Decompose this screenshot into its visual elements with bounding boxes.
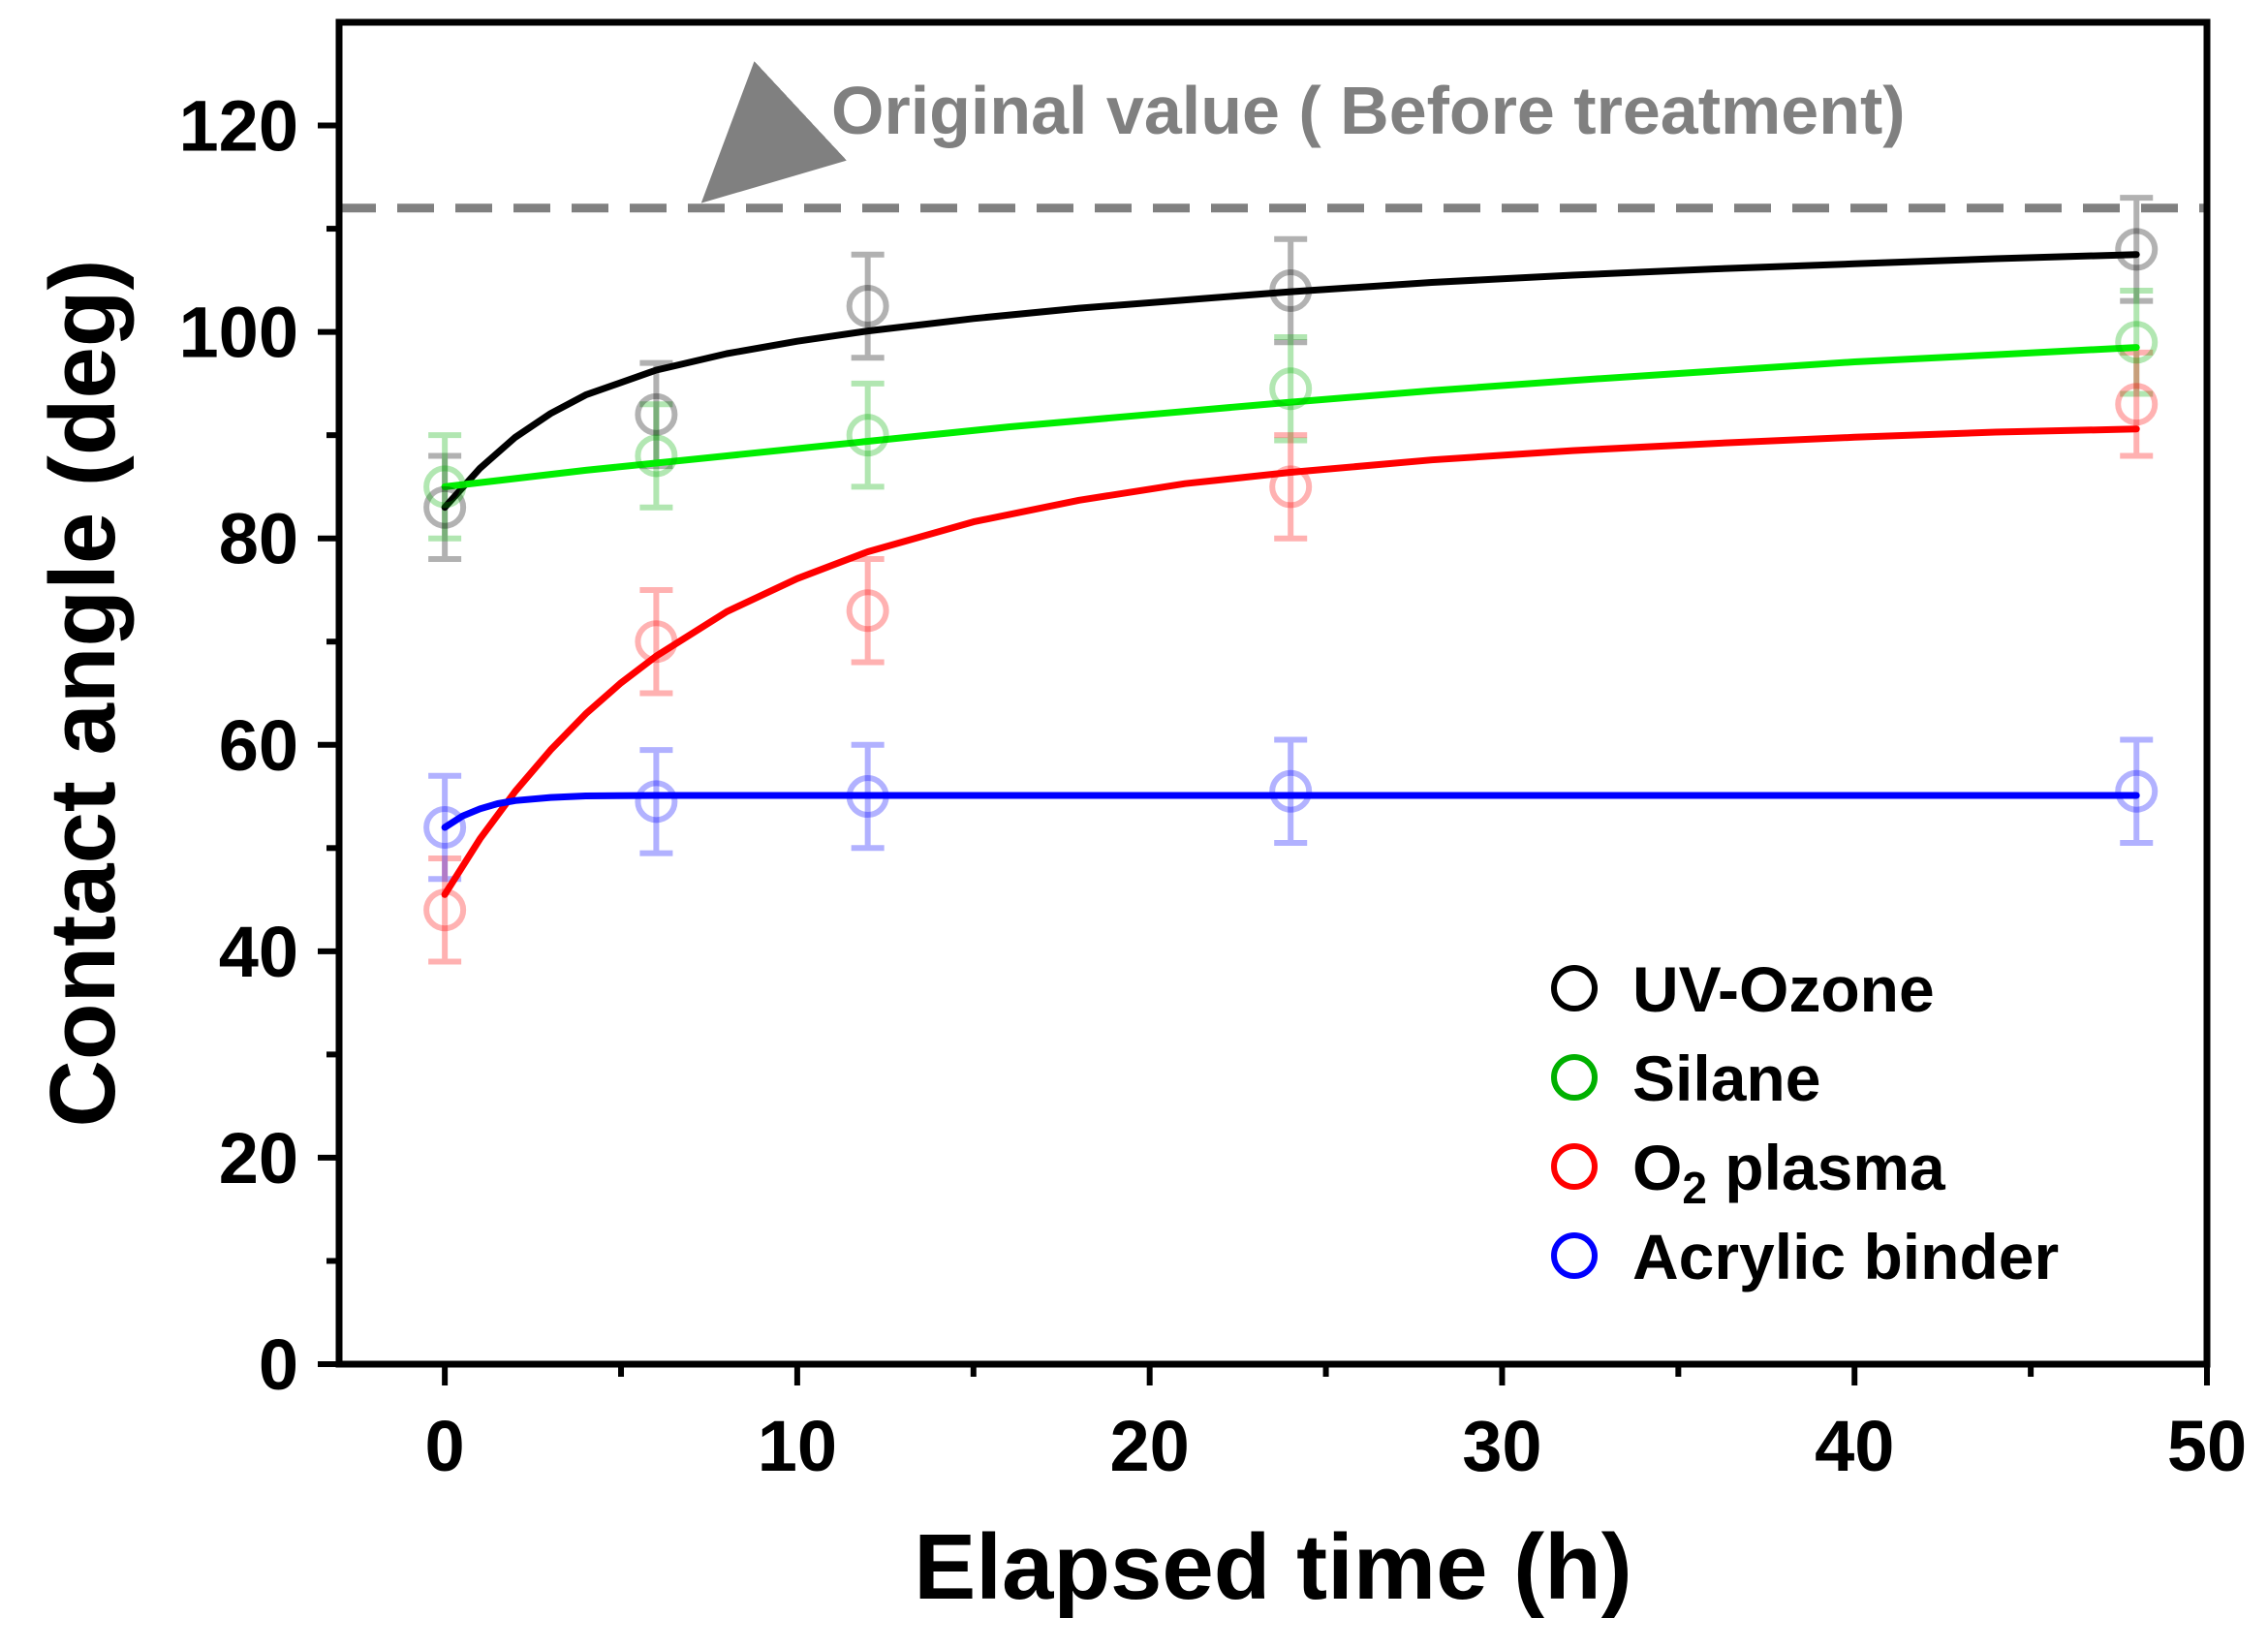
o2-plasma-error-bar (1274, 432, 1308, 542)
o2-plasma-fit-curve (441, 425, 2140, 898)
y-tick-label: 20 (219, 1118, 298, 1198)
silane-point (635, 434, 678, 478)
x-tick-label: 20 (1110, 1406, 1190, 1486)
o2-plasma-legend-marker-icon (1551, 1143, 1598, 1190)
y-tick-label: 60 (219, 705, 298, 786)
uv-ozone-fit-curve (441, 251, 2140, 512)
data-markers-layer (423, 228, 2159, 932)
uv-ozone-point (635, 392, 678, 436)
fit-curves-layer (441, 251, 2140, 898)
o2-plasma-error-bar (639, 586, 673, 697)
original-value-annotation: Original value ( Before treatment) (831, 73, 1906, 148)
o2-plasma-error-bar (428, 855, 462, 965)
silane-point (423, 465, 467, 509)
acrylic-binder-point (846, 775, 889, 819)
acrylic-binder-point (423, 806, 467, 849)
legend: UV-Ozone Silane O2 plasma Acrylic binder (1551, 953, 2059, 1292)
y-tick-label: 40 (219, 912, 298, 992)
acrylic-binder-legend-label: Acrylic binder (1632, 1221, 2059, 1292)
reference-layer: Original value ( Before treatment) (339, 61, 2207, 213)
y-axis-title: Contact angle (deg) (31, 259, 135, 1127)
silane-error-bar (2120, 288, 2154, 397)
o2-plasma-point (2115, 383, 2159, 426)
silane-error-bar (639, 401, 673, 511)
silane-point (2115, 321, 2159, 364)
y-tick-label: 80 (219, 499, 298, 579)
x-tick-label: 10 (758, 1406, 837, 1486)
uv-ozone-error-bar (851, 251, 885, 361)
uv-ozone-point (846, 284, 889, 327)
x-tick-label: 30 (1462, 1406, 1541, 1486)
acrylic-binder-point (635, 780, 678, 824)
acrylic-binder-point (2115, 769, 2159, 813)
x-tick-label: 40 (1815, 1406, 1894, 1486)
silane-legend-marker-icon (1551, 1054, 1598, 1101)
uv-ozone-point (2115, 228, 2159, 271)
uv-ozone-legend-marker-icon (1551, 965, 1598, 1011)
o2-plasma-error-bar (2120, 349, 2154, 459)
silane-fit-curve (441, 344, 2140, 490)
o2-plasma-legend-label: O2 plasma (1632, 1132, 1946, 1213)
o2-plasma-point (1269, 465, 1313, 509)
acrylic-binder-fit-curve (441, 792, 2140, 831)
o2-plasma-point (846, 589, 889, 633)
uv-ozone-point (1269, 269, 1313, 312)
o2-plasma-error-bar (851, 556, 885, 666)
silane-error-bar (851, 380, 885, 490)
acrylic-binder-point (1269, 769, 1313, 813)
acrylic-binder-error-bar (2120, 736, 2154, 846)
ticks-layer: 0 10 20 30 40 50 0 20 40 60 80 100 120 (179, 86, 2248, 1486)
y-tick-label: 0 (259, 1324, 298, 1405)
acrylic-binder-legend-marker-icon (1551, 1232, 1598, 1279)
x-tick-label: 50 (2167, 1406, 2247, 1486)
axes-layer (335, 18, 2211, 1368)
silane-error-bar (1274, 333, 1308, 444)
uv-ozone-legend-label: UV-Ozone (1632, 953, 1935, 1025)
o2-plasma-point (635, 620, 678, 664)
silane-legend-label: Silane (1632, 1042, 1820, 1114)
silane-point (846, 414, 889, 457)
o2-plasma-point (423, 888, 467, 932)
uv-ozone-point (423, 485, 467, 529)
plot-frame (335, 18, 2211, 1368)
x-tick-label: 0 (425, 1406, 465, 1486)
annotation-arrow-icon (700, 61, 847, 203)
acrylic-binder-error-bar (639, 747, 673, 856)
y-tick-label: 100 (179, 293, 298, 373)
uv-ozone-error-bar (2120, 195, 2154, 304)
silane-point (1269, 367, 1313, 411)
x-axis-title: Elapsed time (h) (914, 1515, 1631, 1619)
error-bars-layer (428, 195, 2154, 965)
y-tick-label: 120 (179, 86, 298, 167)
acrylic-binder-error-bar (1274, 736, 1308, 846)
